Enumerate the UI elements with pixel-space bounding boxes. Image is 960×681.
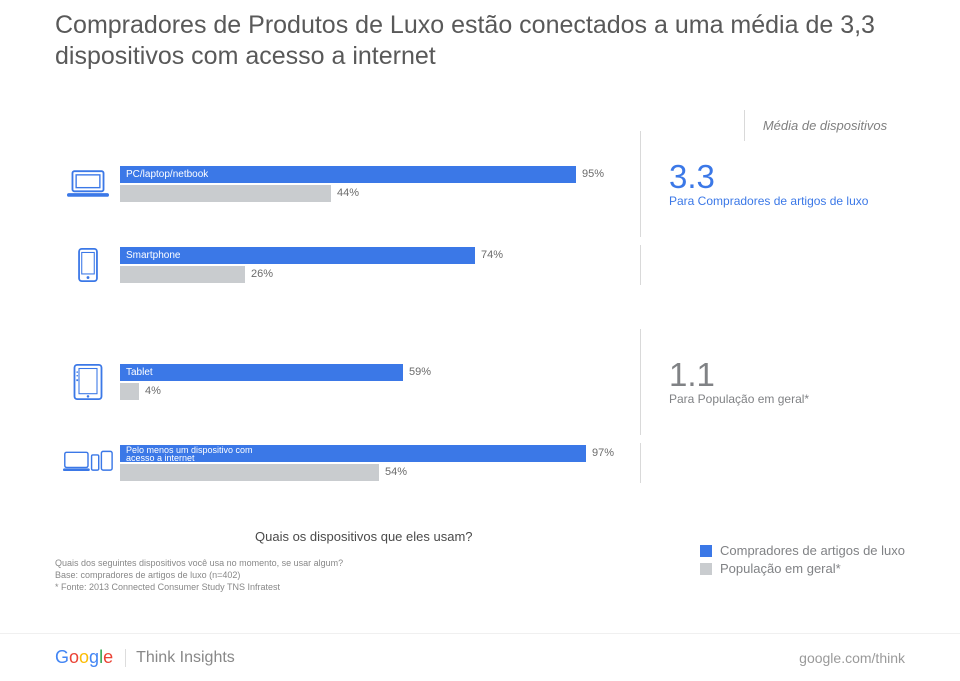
chart-section: PC/laptop/netbook 95% 44% 3.3 Para Compr… xyxy=(55,131,905,579)
chart-group-phone: Smartphone 74% 26% xyxy=(55,245,905,285)
bar-value: 44% xyxy=(337,185,359,202)
chart-group-anydevice: Pelo menos um dispositivo com acesso a i… xyxy=(55,443,905,483)
tablet-icon xyxy=(55,364,120,400)
bar-value: 54% xyxy=(385,464,407,481)
bar-smartphone-lux: Smartphone xyxy=(120,247,475,264)
smartphone-icon xyxy=(55,248,120,282)
think-insights-label: Think Insights xyxy=(125,649,235,667)
legend-label: População em geral* xyxy=(720,561,841,576)
legend-swatch-blue xyxy=(700,545,712,557)
bar-value: 59% xyxy=(409,364,431,381)
bar-label: Pelo menos um dispositivo com acesso a i… xyxy=(126,446,266,463)
chart-group-laptop: PC/laptop/netbook 95% 44% 3.3 Para Compr… xyxy=(55,131,905,237)
bar-label: Smartphone xyxy=(126,247,180,264)
legend-swatch-grey xyxy=(700,563,712,575)
bar-laptop-pop xyxy=(120,185,331,202)
footnote-line: * Fonte: 2013 Connected Consumer Study T… xyxy=(55,581,343,593)
bar-value: 26% xyxy=(251,266,273,283)
bar-value: 97% xyxy=(592,445,614,462)
footer-url: google.com/think xyxy=(799,650,905,666)
legend-bottom: Compradores de artigos de luxo População… xyxy=(700,540,905,579)
bar-laptop-lux: PC/laptop/netbook xyxy=(120,166,576,183)
bar-label: Tablet xyxy=(126,364,153,381)
footer-brand: Google Think Insights xyxy=(55,647,235,668)
bar-smartphone-pop xyxy=(120,266,245,283)
bar-value: 95% xyxy=(582,166,604,183)
multi-device-icon xyxy=(55,449,120,477)
bar-value: 4% xyxy=(145,383,161,400)
footnote-line: Base: compradores de artigos de luxo (n=… xyxy=(55,569,343,581)
bar-label: PC/laptop/netbook xyxy=(126,166,208,183)
metric-number: 1.1 xyxy=(669,358,905,391)
metric-sub: Para Compradores de artigos de luxo xyxy=(669,195,905,209)
laptop-icon xyxy=(55,170,120,198)
page-title: Compradores de Produtos de Luxo estão co… xyxy=(55,10,905,71)
google-logo: Google xyxy=(55,647,113,668)
slide: Compradores de Produtos de Luxo estão co… xyxy=(0,0,960,681)
legend-item: População em geral* xyxy=(700,561,905,576)
metric-sub: Para População em geral* xyxy=(669,393,905,407)
metric-number: 3.3 xyxy=(669,160,905,193)
footnote-line: Quais dos seguintes dispositivos você us… xyxy=(55,557,343,569)
bar-anydevice-lux: Pelo menos um dispositivo com acesso a i… xyxy=(120,445,586,462)
bar-tablet-lux: Tablet xyxy=(120,364,403,381)
footer: Google Think Insights google.com/think xyxy=(0,633,960,681)
bar-anydevice-pop xyxy=(120,464,379,481)
legend-item: Compradores de artigos de luxo xyxy=(700,543,905,558)
footnotes: Quais dos seguintes dispositivos você us… xyxy=(55,557,343,593)
chart-group-tablet: Tablet 59% 4% 1.1 Para População em gera… xyxy=(55,329,905,435)
legend-label: Compradores de artigos de luxo xyxy=(720,543,905,558)
bar-tablet-pop xyxy=(120,383,139,400)
bar-value: 74% xyxy=(481,247,503,264)
metric-population: 1.1 Para População em geral* xyxy=(640,329,905,435)
metric-luxury: 3.3 Para Compradores de artigos de luxo xyxy=(640,131,905,237)
